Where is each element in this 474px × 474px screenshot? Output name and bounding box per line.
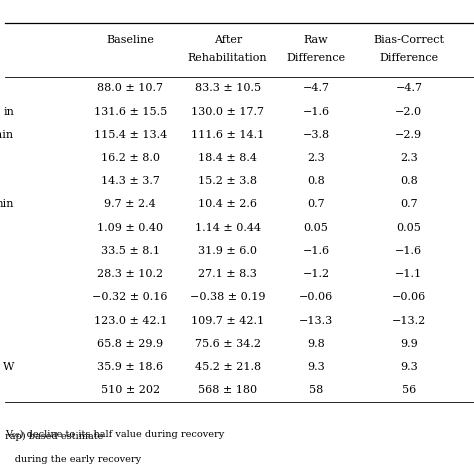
Text: −1.6: −1.6 [395, 246, 422, 256]
Text: Difference: Difference [379, 54, 438, 64]
Text: Rehabilitation: Rehabilitation [188, 54, 267, 64]
Text: 0.05: 0.05 [303, 223, 328, 233]
Text: 10.4 ± 2.6: 10.4 ± 2.6 [198, 200, 257, 210]
Text: V₀₂) decline to its half value during recovery: V₀₂) decline to its half value during re… [5, 430, 224, 439]
Text: 109.7 ± 42.1: 109.7 ± 42.1 [191, 316, 264, 326]
Text: 510 ± 202: 510 ± 202 [100, 385, 160, 395]
Text: 56: 56 [402, 385, 416, 395]
Text: 31.9 ± 6.0: 31.9 ± 6.0 [198, 246, 257, 256]
Text: −2.9: −2.9 [395, 130, 422, 140]
Text: −13.3: −13.3 [299, 316, 333, 326]
Text: W: W [3, 362, 14, 372]
Text: 0.8: 0.8 [307, 176, 325, 186]
Text: 2.3: 2.3 [400, 153, 418, 163]
Text: 88.0 ± 10.7: 88.0 ± 10.7 [97, 83, 163, 93]
Text: in: in [3, 107, 14, 117]
Text: 33.5 ± 8.1: 33.5 ± 8.1 [100, 246, 160, 256]
Text: −1.6: −1.6 [302, 246, 329, 256]
Text: 9.3: 9.3 [400, 362, 418, 372]
Text: −0.06: −0.06 [392, 292, 426, 302]
Text: −0.32 ± 0.16: −0.32 ± 0.16 [92, 292, 168, 302]
Text: 75.6 ± 34.2: 75.6 ± 34.2 [195, 339, 261, 349]
Text: 1.09 ± 0.40: 1.09 ± 0.40 [97, 223, 163, 233]
Text: 111.6 ± 14.1: 111.6 ± 14.1 [191, 130, 264, 140]
Text: Raw: Raw [304, 35, 328, 45]
Text: −0.06: −0.06 [299, 292, 333, 302]
Text: 0.7: 0.7 [400, 200, 418, 210]
Text: 9.7 ± 2.4: 9.7 ± 2.4 [104, 200, 156, 210]
Text: 27.1 ± 8.3: 27.1 ± 8.3 [198, 269, 257, 279]
Text: 18.4 ± 8.4: 18.4 ± 8.4 [198, 153, 257, 163]
Text: 83.3 ± 10.5: 83.3 ± 10.5 [195, 83, 261, 93]
Text: 45.2 ± 21.8: 45.2 ± 21.8 [195, 362, 261, 372]
Text: 65.8 ± 29.9: 65.8 ± 29.9 [97, 339, 163, 349]
Text: −13.2: −13.2 [392, 316, 426, 326]
Text: 0.05: 0.05 [396, 223, 421, 233]
Text: Difference: Difference [286, 54, 346, 64]
Text: After: After [214, 35, 242, 45]
Text: −0.38 ± 0.19: −0.38 ± 0.19 [190, 292, 265, 302]
Text: 9.8: 9.8 [307, 339, 325, 349]
Text: 9.3: 9.3 [307, 362, 325, 372]
Text: Bias-Correct: Bias-Correct [374, 35, 444, 45]
Text: Baseline: Baseline [106, 35, 154, 45]
Text: 14.3 ± 3.7: 14.3 ± 3.7 [100, 176, 160, 186]
Text: rap) based estimate: rap) based estimate [5, 432, 103, 441]
Text: 58: 58 [309, 385, 323, 395]
Text: 115.4 ± 13.4: 115.4 ± 13.4 [93, 130, 167, 140]
Text: −4.7: −4.7 [302, 83, 329, 93]
Text: 9.9: 9.9 [400, 339, 418, 349]
Text: −1.1: −1.1 [395, 269, 422, 279]
Text: 568 ± 180: 568 ± 180 [198, 385, 257, 395]
Text: −1.2: −1.2 [302, 269, 329, 279]
Text: −4.7: −4.7 [395, 83, 422, 93]
Text: −1.6: −1.6 [302, 107, 329, 117]
Text: 123.0 ± 42.1: 123.0 ± 42.1 [93, 316, 167, 326]
Text: 35.9 ± 18.6: 35.9 ± 18.6 [97, 362, 163, 372]
Text: −2.0: −2.0 [395, 107, 422, 117]
Text: 0.7: 0.7 [307, 200, 325, 210]
Text: 1.14 ± 0.44: 1.14 ± 0.44 [195, 223, 261, 233]
Text: 130.0 ± 17.7: 130.0 ± 17.7 [191, 107, 264, 117]
Text: 0.8: 0.8 [400, 176, 418, 186]
Text: 15.2 ± 3.8: 15.2 ± 3.8 [198, 176, 257, 186]
Text: during the early recovery: during the early recovery [5, 456, 141, 465]
Text: min: min [0, 200, 14, 210]
Text: −3.8: −3.8 [302, 130, 329, 140]
Text: 131.6 ± 15.5: 131.6 ± 15.5 [93, 107, 167, 117]
Text: ats/min: ats/min [0, 130, 14, 140]
Text: 28.3 ± 10.2: 28.3 ± 10.2 [97, 269, 163, 279]
Text: 2.3: 2.3 [307, 153, 325, 163]
Text: 16.2 ± 8.0: 16.2 ± 8.0 [100, 153, 160, 163]
